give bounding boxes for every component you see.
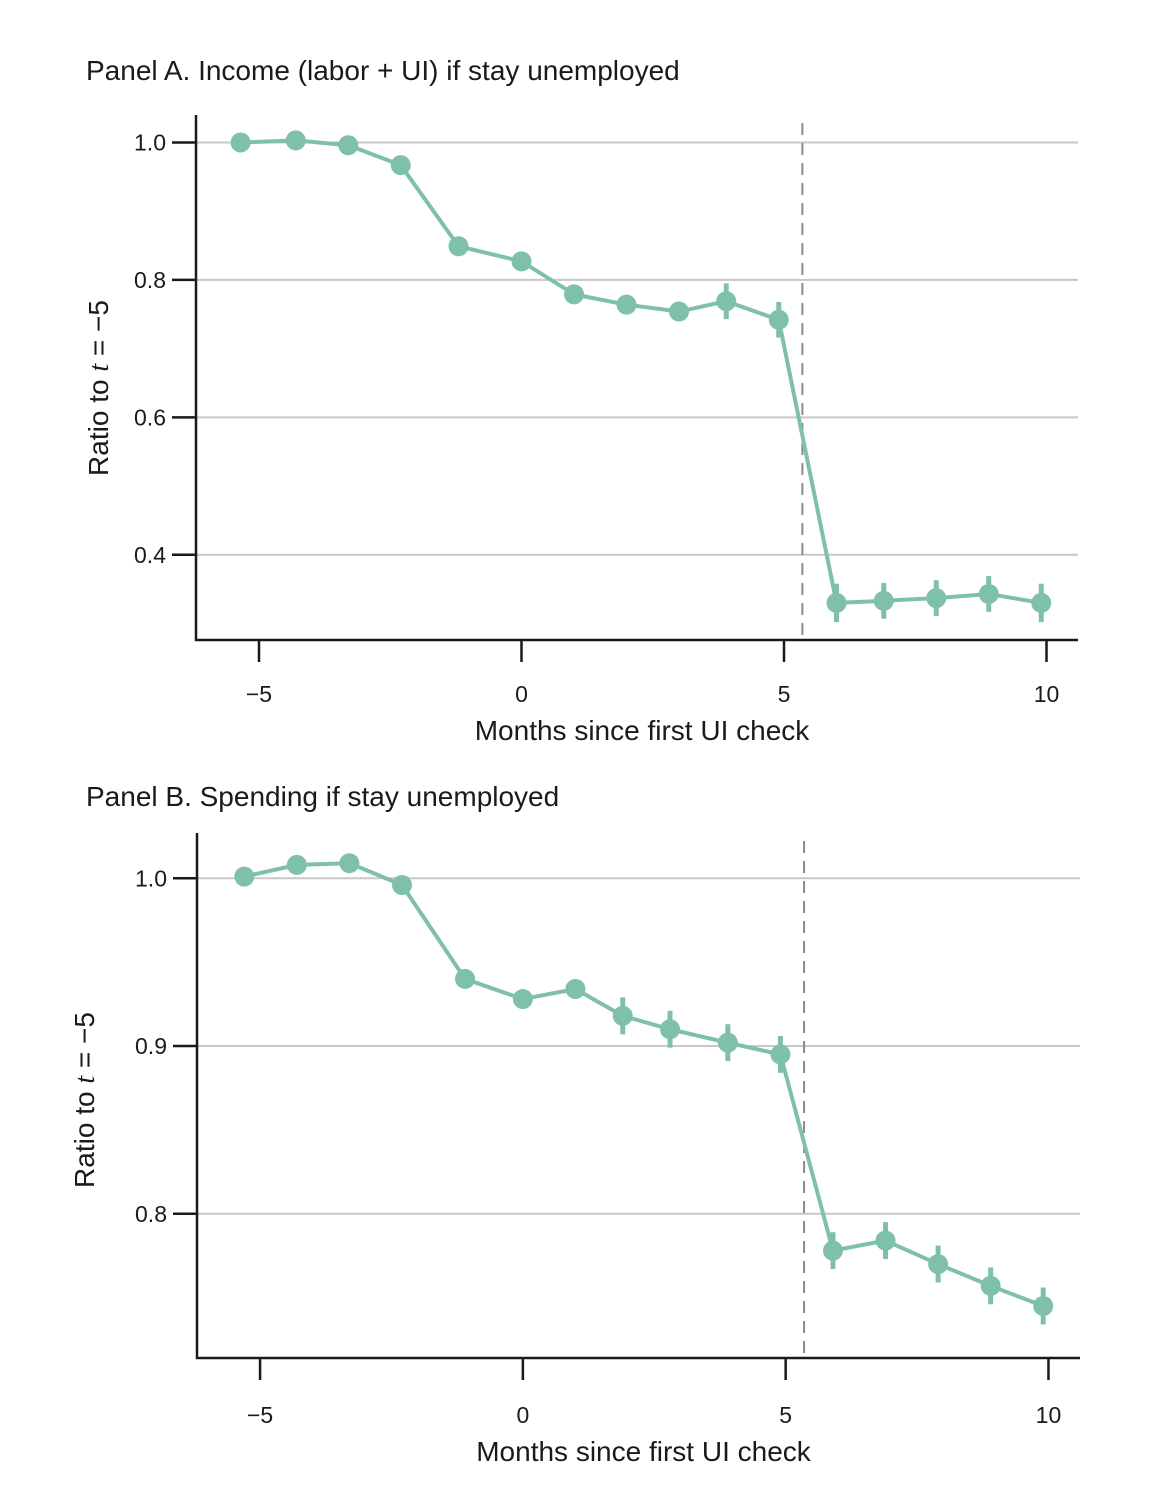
data-point [448, 236, 469, 257]
data-point [1033, 1296, 1054, 1317]
data-point [768, 309, 789, 330]
data-point [455, 968, 476, 989]
x-tick-label: 0 [516, 1402, 529, 1428]
data-point [980, 1275, 1001, 1296]
x-tick-label: −5 [246, 681, 272, 707]
data-point [770, 1044, 791, 1065]
x-tick-label: −5 [247, 1402, 273, 1428]
data-point [717, 1032, 738, 1053]
x-axis-label: Months since first UI check [475, 715, 811, 746]
data-point [873, 590, 894, 611]
data-point [390, 155, 411, 176]
series-line [240, 138, 1042, 605]
y-axis-label-value: = −5 [69, 1012, 100, 1076]
x-tick-label: 10 [1034, 681, 1060, 707]
y-tick-label: 0.8 [134, 267, 166, 293]
series-line [243, 861, 1044, 1308]
data-point [391, 874, 412, 895]
data-point [511, 251, 532, 272]
data-point [822, 1240, 843, 1261]
y-tick-label: 0.8 [135, 1201, 167, 1227]
x-tick-label: 5 [779, 1402, 792, 1428]
y-tick-label: 0.4 [134, 542, 166, 568]
data-point [826, 592, 847, 613]
panel-title: Panel A. Income (labor + UI) if stay une… [86, 55, 680, 86]
axis-spines [194, 115, 1078, 642]
data-point [285, 130, 306, 151]
panel-title: Panel B. Spending if stay unemployed [86, 781, 559, 812]
data-point [612, 1005, 633, 1026]
axis-spines [195, 833, 1080, 1360]
y-tick-label: 1.0 [134, 129, 166, 155]
data-point [928, 1254, 949, 1275]
data-point [339, 853, 360, 874]
data-point [234, 866, 255, 887]
data-point [926, 588, 947, 609]
data-point [565, 978, 586, 999]
panel-b: Panel B. Spending if stay unemployed 1.0 0… [69, 781, 1080, 1467]
y-axis-label: Ratio to t = −5 [83, 300, 115, 476]
y-axis-label-text: Ratio to [83, 372, 114, 476]
y-axis-label-text: Ratio to [69, 1084, 100, 1188]
data-point [1031, 592, 1052, 613]
data-point [660, 1019, 681, 1040]
data-point [230, 132, 251, 153]
data-point [512, 989, 533, 1010]
data-point [716, 291, 737, 312]
x-tick-label: 10 [1036, 1402, 1062, 1428]
x-axis-label: Months since first UI check [476, 1436, 812, 1467]
data-point [669, 301, 689, 322]
data-point [616, 294, 637, 315]
y-tick-label: 1.0 [135, 865, 167, 891]
y-axis-label: Ratio to t = −5 [69, 1012, 101, 1188]
panel-a: Panel A. Income (labor + UI) if stay une… [83, 55, 1078, 746]
data-point [875, 1230, 896, 1251]
y-tick-label: 0.6 [134, 404, 166, 430]
data-point [286, 854, 307, 875]
y-tick-label: 0.9 [135, 1033, 167, 1059]
data-point [978, 583, 999, 604]
y-axis-label-var: t [84, 363, 115, 372]
data-point [338, 135, 359, 156]
y-axis-label-var: t [70, 1075, 101, 1084]
x-tick-label: 0 [515, 681, 528, 707]
x-tick-label: 5 [778, 681, 791, 707]
y-axis-label-value: = −5 [83, 300, 114, 364]
data-point [564, 284, 584, 305]
